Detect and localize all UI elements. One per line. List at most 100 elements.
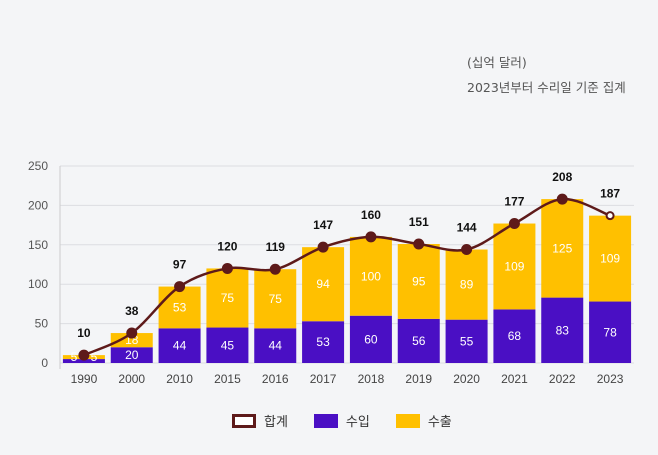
bar-value-label: 100 xyxy=(361,269,381,283)
x-tick-label: 2010 xyxy=(166,372,193,386)
total-point xyxy=(78,349,90,361)
bar-value-label: 68 xyxy=(508,329,522,343)
total-point xyxy=(461,244,473,256)
total-point xyxy=(174,281,186,293)
x-tick-label: 2019 xyxy=(405,372,432,386)
y-tick-label: 250 xyxy=(28,159,48,173)
bar-exports xyxy=(589,215,632,302)
bar-exports xyxy=(158,286,201,329)
total-value-label: 177 xyxy=(504,195,524,209)
legend-item-imports[interactable]: 수입 xyxy=(313,411,370,430)
bar-value-label: 95 xyxy=(412,274,426,288)
legend-swatch-total xyxy=(232,413,256,428)
bar-value-label: 75 xyxy=(221,291,235,305)
bar-imports xyxy=(302,321,345,363)
bar-exports xyxy=(445,249,488,320)
total-point xyxy=(221,262,233,274)
total-point xyxy=(605,211,615,221)
total-value-label: 97 xyxy=(173,258,187,272)
bar-value-label: 94 xyxy=(316,277,330,291)
bar-exports xyxy=(397,244,440,319)
y-tick-label: 150 xyxy=(28,238,48,252)
bar-imports xyxy=(254,328,297,363)
bar-exports xyxy=(349,236,392,316)
total-point xyxy=(556,193,568,205)
total-point xyxy=(413,238,425,250)
total-point xyxy=(126,327,138,339)
y-tick-label: 100 xyxy=(28,277,48,291)
bar-value-label: 60 xyxy=(364,332,378,346)
bar-value-label: 125 xyxy=(552,241,572,255)
total-point xyxy=(317,241,329,253)
bar-imports xyxy=(349,315,392,363)
bar-exports xyxy=(254,269,297,329)
total-value-label: 208 xyxy=(552,170,572,184)
legend-item-exports[interactable]: 수출 xyxy=(395,411,452,430)
x-tick-label: 1990 xyxy=(71,372,98,386)
x-tick-label: 2016 xyxy=(262,372,289,386)
legend-label: 수출 xyxy=(427,415,452,430)
legend-item-total[interactable]: 합계 xyxy=(232,411,288,430)
bar-value-label: 55 xyxy=(460,334,474,348)
bar-imports xyxy=(445,319,488,363)
x-tick-label: 2000 xyxy=(118,372,145,386)
total-value-label: 160 xyxy=(361,208,381,222)
total-value-label: 120 xyxy=(217,239,237,253)
bar-value-label: 53 xyxy=(316,335,330,349)
bar-value-label: 44 xyxy=(173,339,187,353)
x-tick-label: 2022 xyxy=(549,372,576,386)
legend-swatch-imports xyxy=(313,413,338,428)
y-tick-label: 0 xyxy=(41,356,48,370)
bar-imports xyxy=(493,309,536,363)
y-tick-label: 200 xyxy=(28,198,48,212)
x-tick-label: 2021 xyxy=(501,372,528,386)
bar-value-label: 109 xyxy=(504,259,524,273)
bar-imports xyxy=(62,359,105,363)
bar-exports xyxy=(541,199,584,298)
total-value-label: 119 xyxy=(266,240,286,254)
x-tick-label: 2020 xyxy=(453,372,480,386)
bar-value-label: 56 xyxy=(412,334,426,348)
bar-exports xyxy=(493,223,536,310)
x-tick-label: 2017 xyxy=(310,372,337,386)
x-tick-label: 2015 xyxy=(214,372,241,386)
legend-label: 수입 xyxy=(345,415,370,430)
total-point xyxy=(365,231,377,243)
bar-exports xyxy=(302,247,345,322)
bar-imports xyxy=(589,301,632,363)
bar-value-label: 89 xyxy=(460,278,474,292)
total-value-label: 38 xyxy=(125,304,139,318)
bar-imports xyxy=(110,347,153,363)
bar-value-label: 109 xyxy=(600,252,620,266)
bar-imports xyxy=(206,327,249,363)
total-value-label: 151 xyxy=(409,215,429,229)
y-tick-label: 50 xyxy=(35,317,49,331)
bar-value-label: 83 xyxy=(556,323,570,337)
bar-value-label: 5 xyxy=(91,350,98,364)
bar-exports xyxy=(206,268,249,328)
total-value-label: 10 xyxy=(77,326,91,340)
legend-swatch-exports xyxy=(395,413,420,428)
unit-note: (십억 달러) xyxy=(467,55,527,70)
bar-value-label: 75 xyxy=(269,292,283,306)
bar-value-label: 45 xyxy=(221,338,235,352)
total-point xyxy=(269,263,281,275)
bar-value-label: 44 xyxy=(269,339,283,353)
total-value-label: 187 xyxy=(600,187,620,201)
legend-label: 합계 xyxy=(264,415,288,430)
bar-imports xyxy=(397,318,440,363)
bar-value-label: 78 xyxy=(603,325,617,339)
x-tick-label: 2023 xyxy=(597,372,624,386)
bar-imports xyxy=(541,297,584,363)
bar-value-label: 20 xyxy=(125,348,139,362)
total-value-label: 147 xyxy=(313,218,333,232)
bar-imports xyxy=(158,328,201,363)
basis-note: 2023년부터 수리일 기준 집계 xyxy=(467,80,626,95)
x-tick-label: 2018 xyxy=(358,372,385,386)
bar-value-label: 5 xyxy=(71,350,78,364)
total-value-label: 144 xyxy=(457,221,477,235)
bar-exports xyxy=(110,333,153,348)
legend: 합계 수입 수출 xyxy=(232,411,452,430)
total-point xyxy=(508,218,520,230)
